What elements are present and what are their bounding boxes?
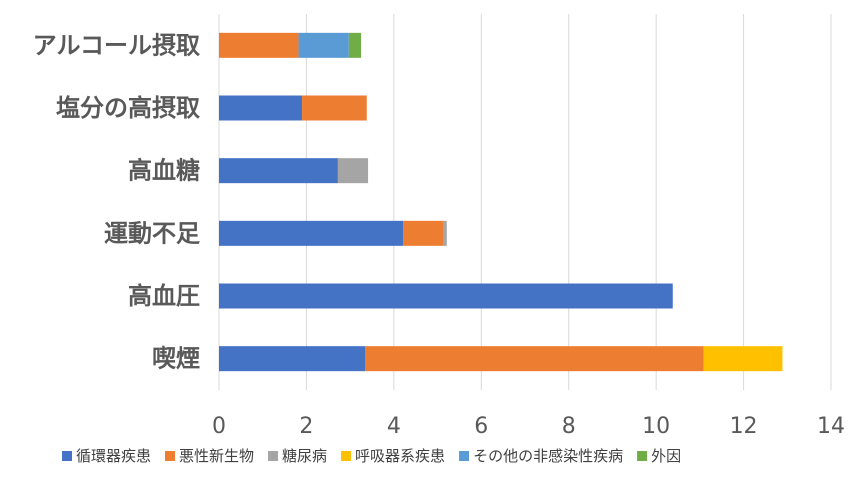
bar-segment	[219, 32, 299, 58]
category-label: 塩分の高摂取	[56, 94, 200, 122]
x-tick-label: 8	[562, 414, 576, 439]
category-label: アルコール摂取	[33, 31, 200, 59]
x-tick-label: 0	[212, 414, 226, 439]
x-tick-label: 6	[474, 414, 488, 439]
bar-segment	[302, 95, 367, 121]
legend-swatch	[341, 451, 352, 461]
category-label: 高血糖	[128, 157, 200, 185]
x-tick-label: 2	[299, 414, 313, 439]
legend-swatch	[62, 451, 72, 461]
legend-swatch	[459, 451, 470, 461]
bar-segment	[365, 346, 704, 372]
bar-segment	[219, 95, 303, 121]
legend-label: 呼吸器系疾患	[355, 447, 445, 465]
category-label: 運動不足	[104, 219, 200, 247]
bar-segment	[219, 283, 673, 309]
legend-label: 糖尿病	[282, 447, 327, 465]
legend-label: 循環器疾患	[76, 447, 151, 465]
bar-segment	[337, 158, 369, 184]
legend-label: 悪性新生物	[179, 447, 254, 465]
legend-label: その他の非感染性疾病	[473, 447, 623, 465]
bar-segment	[703, 346, 783, 372]
legend-label: 外因	[651, 447, 681, 465]
bar-segment	[219, 158, 338, 184]
legend-swatch	[165, 451, 176, 461]
bar-segment	[403, 220, 444, 246]
category-label: 喫煙	[152, 345, 200, 373]
legend-swatch	[637, 451, 648, 461]
category-label: 高血圧	[128, 282, 200, 310]
bar-segment	[348, 32, 362, 58]
x-tick-label: 14	[817, 414, 845, 439]
x-tick-label: 4	[387, 414, 401, 439]
bar-segment	[219, 346, 366, 372]
bar-segment	[298, 32, 349, 58]
x-tick-label: 12	[730, 414, 758, 439]
bar-segment	[443, 220, 447, 246]
legend-swatch	[268, 451, 279, 461]
bar-segment	[219, 220, 404, 246]
x-tick-label: 10	[642, 414, 670, 439]
